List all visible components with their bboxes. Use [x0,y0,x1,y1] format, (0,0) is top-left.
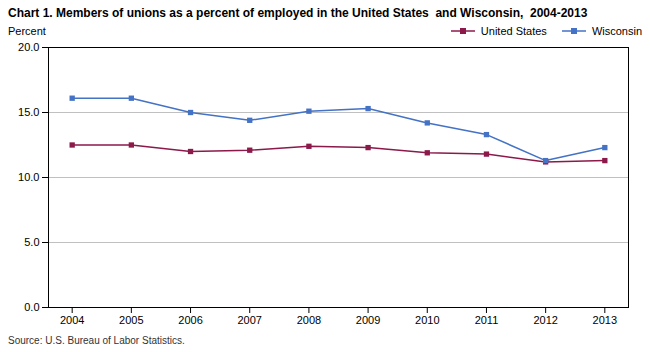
svg-text:15.0: 15.0 [18,106,39,118]
html-text:Percent: Percent [8,25,46,37]
svg-text:2007: 2007 [237,314,261,326]
svg-text:2008: 2008 [297,314,321,326]
svg-text:2012: 2012 [533,314,557,326]
svg-text:2009: 2009 [356,314,380,326]
svg-text:2004: 2004 [60,314,84,326]
svg-text:0.0: 0.0 [24,301,39,313]
svg-text:2013: 2013 [593,314,617,326]
svg-text:5.0: 5.0 [24,236,39,248]
html-text:Chart 1. Members of unions as: Chart 1. Members of unions as a percent … [8,6,588,20]
svg-text:20.0: 20.0 [18,41,39,53]
svg-text:2010: 2010 [415,314,439,326]
html-text:United States: United States [480,25,547,37]
html-text:Source: U.S. Bureau of Labor S: Source: U.S. Bureau of Labor Statistics. [8,335,185,346]
html-text:Wisconsin: Wisconsin [591,25,642,37]
svg-text:2011: 2011 [475,314,499,326]
svg-text:2005: 2005 [119,314,143,326]
svg-text:2006: 2006 [178,314,202,326]
svg-text:10.0: 10.0 [18,171,39,183]
